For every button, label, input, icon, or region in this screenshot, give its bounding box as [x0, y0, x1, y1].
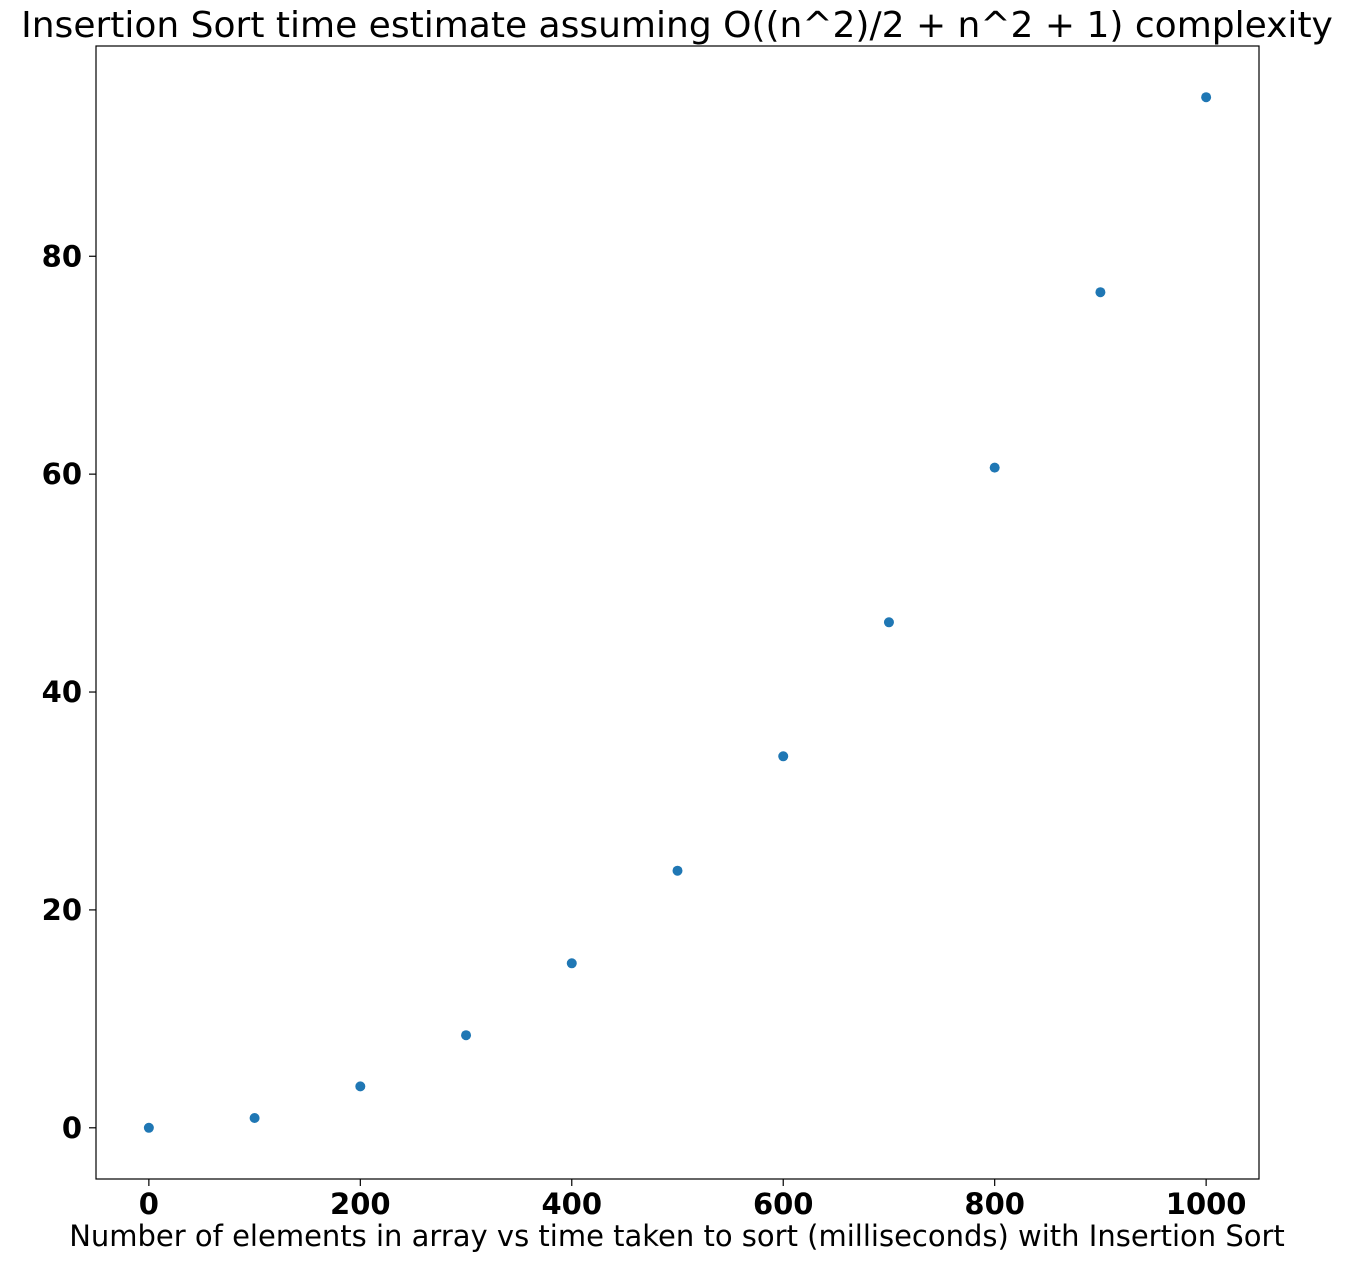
chart-title: Insertion Sort time estimate assuming O(…: [21, 5, 1333, 46]
x-tick-label: 0: [139, 1187, 159, 1221]
y-tick-label: 80: [42, 239, 82, 273]
data-point: [566, 958, 577, 969]
x-tick-label: 200: [330, 1187, 391, 1221]
y-tick-label: 40: [42, 675, 82, 709]
y-tick-label: 60: [42, 457, 82, 491]
x-tick-label: 800: [964, 1187, 1025, 1221]
y-tick-label: 20: [42, 893, 82, 927]
data-point: [249, 1112, 260, 1123]
data-point: [883, 617, 894, 628]
data-point: [989, 462, 1000, 473]
data-point: [1201, 92, 1212, 103]
x-tick-label: 400: [541, 1187, 602, 1221]
data-point: [143, 1122, 154, 1133]
y-axis: 0 20 40 60 80: [42, 239, 96, 1145]
data-point: [672, 865, 683, 876]
data-point: [1095, 287, 1106, 298]
x-tick-label: 1000: [1166, 1187, 1247, 1221]
y-tick-label: 0: [62, 1111, 82, 1145]
data-point: [778, 751, 789, 762]
data-point: [355, 1081, 366, 1092]
x-axis-label: Number of elements in array vs time take…: [69, 1219, 1285, 1253]
data-point: [461, 1030, 472, 1041]
x-tick-label: 600: [753, 1187, 814, 1221]
x-axis: 0 200 400 600 800 1000: [139, 1179, 1247, 1221]
plot-area: [95, 45, 1260, 1180]
data-points: [143, 92, 1212, 1133]
